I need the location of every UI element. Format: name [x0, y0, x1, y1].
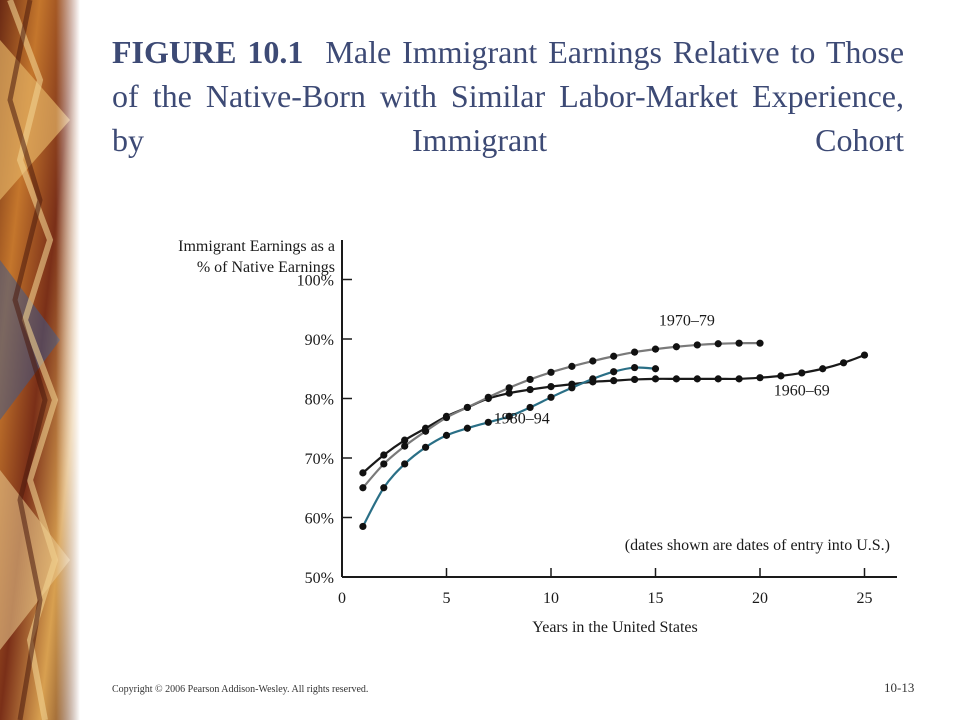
data-point: [359, 484, 367, 492]
data-point: [505, 412, 513, 420]
y-tick-label: 60%: [305, 511, 334, 528]
page-number: 10-13: [884, 680, 915, 695]
data-point: [568, 384, 576, 392]
data-point: [610, 368, 618, 376]
y-tick-label: 80%: [305, 392, 334, 409]
y-axis-label-line2: % of Native Earnings: [197, 259, 335, 276]
figure-number: FIGURE 10.1: [112, 34, 304, 70]
data-point: [589, 357, 597, 365]
data-point: [610, 352, 618, 360]
data-point: [672, 375, 681, 383]
series-1970–79: 1970–79: [359, 312, 764, 492]
chart-labels: Immigrant Earnings as a % of Native Earn…: [178, 238, 890, 636]
x-tick-label: 15: [648, 590, 664, 607]
data-point: [401, 442, 409, 450]
chart-axes: [341, 240, 897, 578]
data-point: [547, 368, 555, 376]
copyright-notice: Copyright © 2006 Pearson Addison-Wesley.…: [112, 684, 369, 695]
tick-marks: 0 5 10 15 20 25 50% 60% 70% 80% 90% 100%: [297, 273, 873, 608]
data-point: [631, 375, 639, 384]
data-point: [463, 424, 471, 432]
data-point: [714, 375, 722, 383]
data-point: [422, 427, 430, 435]
data-point: [547, 383, 555, 391]
data-point: [401, 436, 409, 444]
data-point: [860, 351, 869, 359]
x-tick-label: 25: [857, 590, 873, 607]
data-point: [714, 340, 722, 348]
data-point: [526, 385, 534, 394]
data-point: [819, 365, 827, 373]
data-point: [568, 362, 576, 370]
y-tick-label: 70%: [305, 451, 334, 468]
data-point: [735, 375, 743, 383]
data-point: [463, 403, 471, 412]
data-point: [693, 341, 701, 349]
data-point: [651, 375, 660, 383]
x-axis-label: Years in the United States: [532, 619, 697, 636]
data-point: [631, 363, 639, 372]
entry-dates-note: (dates shown are dates of entry into U.S…: [625, 537, 890, 554]
series-1980–94: 1980–94: [359, 363, 660, 531]
y-axis-label-line1: Immigrant Earnings as a: [178, 238, 335, 255]
data-point: [777, 372, 785, 380]
figure-caption: Male Immigrant Earnings Relative to Thos…: [112, 34, 905, 158]
data-point: [589, 375, 597, 383]
data-point: [693, 375, 701, 383]
decorative-side-artwork: [0, 0, 80, 720]
x-tick-label: 20: [752, 590, 768, 607]
x-tick-label: 5: [443, 590, 451, 607]
data-point: [359, 522, 367, 531]
data-point: [526, 375, 534, 384]
slide-title: FIGURE 10.1 Male Immigrant Earnings Rela…: [112, 30, 904, 162]
x-tick-label: 0: [338, 590, 346, 607]
data-point: [380, 451, 388, 459]
series-label: 1980–94: [494, 410, 550, 427]
x-tick-label: 10: [543, 590, 559, 607]
data-point: [672, 343, 681, 351]
data-point: [505, 384, 513, 392]
y-tick-label: 90%: [305, 332, 334, 349]
series-label: 1960–69: [774, 383, 830, 400]
data-point: [840, 359, 848, 367]
data-point: [610, 377, 618, 385]
data-point: [484, 393, 492, 401]
data-point: [756, 339, 764, 347]
y-tick-label: 50%: [305, 570, 334, 587]
data-point: [547, 393, 555, 401]
y-tick-label: 100%: [297, 273, 334, 290]
data-point: [380, 484, 388, 492]
data-point: [505, 389, 513, 397]
data-point: [359, 469, 367, 477]
data-point: [401, 460, 409, 468]
data-point: [631, 348, 639, 356]
data-point: [422, 443, 430, 451]
series-label: 1970–79: [659, 312, 715, 329]
data-point: [756, 374, 764, 382]
data-point: [442, 431, 451, 439]
data-point: [735, 339, 743, 347]
data-point: [380, 460, 388, 468]
data-point: [651, 345, 660, 353]
data-point: [651, 365, 660, 373]
series-group: 1960–69 1970–79 1980–94: [359, 312, 869, 531]
series-line: [362, 342, 761, 489]
data-point: [798, 369, 806, 377]
data-point: [526, 403, 534, 412]
data-point: [442, 413, 451, 422]
data-point: [484, 418, 492, 426]
